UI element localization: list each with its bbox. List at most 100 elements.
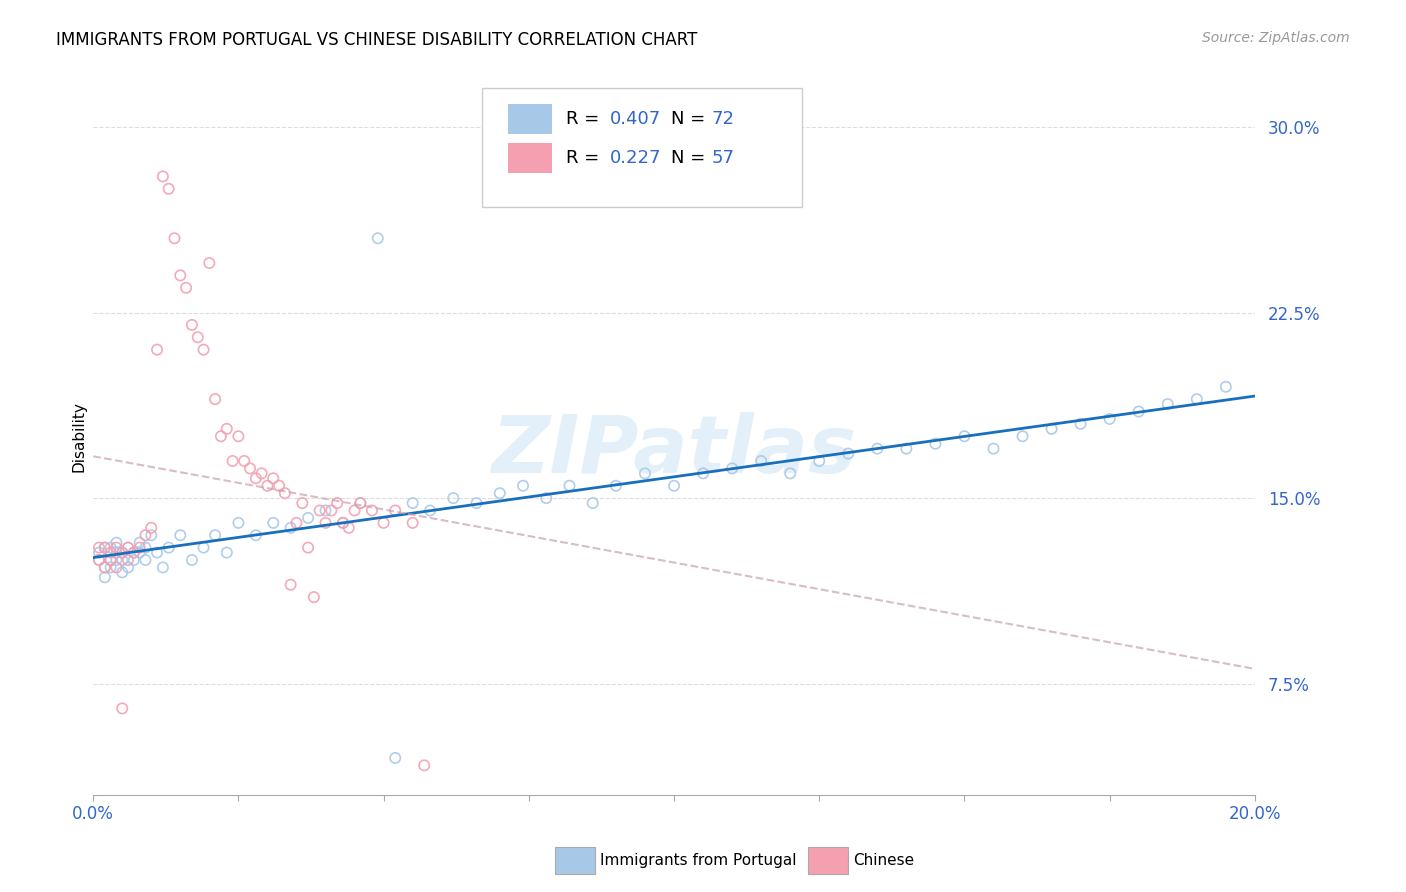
Point — [111, 553, 134, 567]
Point — [209, 429, 232, 443]
Point — [233, 454, 256, 468]
Point — [1070, 417, 1092, 431]
Point — [401, 496, 423, 510]
Point — [174, 281, 197, 295]
Point — [146, 343, 169, 357]
Point — [87, 553, 110, 567]
Point — [105, 535, 128, 549]
Point — [94, 541, 117, 555]
Point — [384, 751, 406, 765]
Text: 0.227: 0.227 — [610, 149, 662, 167]
Point — [302, 590, 325, 604]
Text: N =: N = — [671, 110, 710, 128]
Point — [326, 496, 349, 510]
Point — [337, 521, 360, 535]
Point — [100, 553, 122, 567]
Point — [157, 182, 180, 196]
Point — [134, 553, 156, 567]
Point — [315, 503, 337, 517]
Point — [94, 560, 117, 574]
Text: R =: R = — [567, 110, 605, 128]
Point — [349, 496, 371, 510]
Text: 0.407: 0.407 — [610, 110, 661, 128]
Point — [94, 570, 117, 584]
Point — [721, 461, 744, 475]
Point — [837, 446, 859, 460]
Point — [245, 471, 267, 485]
Point — [1215, 380, 1237, 394]
Point — [134, 541, 156, 555]
Point — [100, 553, 122, 567]
Point — [280, 521, 302, 535]
Point — [198, 256, 221, 270]
Point — [100, 545, 122, 559]
Point — [634, 467, 657, 481]
Point — [152, 169, 174, 184]
Point — [141, 521, 163, 535]
Text: R =: R = — [567, 149, 605, 167]
Point — [267, 479, 290, 493]
Point — [536, 491, 558, 505]
Point — [315, 516, 337, 530]
Point — [117, 541, 139, 555]
Text: Chinese: Chinese — [853, 854, 914, 868]
FancyBboxPatch shape — [508, 104, 553, 134]
Point — [361, 503, 384, 517]
Point — [122, 545, 145, 559]
Point — [181, 318, 204, 332]
Text: N =: N = — [671, 149, 710, 167]
Point — [193, 541, 215, 555]
Point — [924, 436, 946, 450]
Point — [152, 560, 174, 574]
Point — [141, 528, 163, 542]
Point — [692, 467, 714, 481]
Point — [100, 560, 122, 574]
Point — [228, 516, 250, 530]
Point — [221, 454, 243, 468]
Point — [413, 758, 436, 772]
Point — [228, 429, 250, 443]
Point — [100, 541, 122, 555]
Point — [401, 516, 423, 530]
Point — [262, 471, 284, 485]
Point — [122, 553, 145, 567]
Point — [280, 578, 302, 592]
Point — [181, 553, 204, 567]
Point — [262, 516, 284, 530]
Text: Source: ZipAtlas.com: Source: ZipAtlas.com — [1202, 31, 1350, 45]
Point — [94, 541, 117, 555]
Point — [384, 503, 406, 517]
Point — [1157, 397, 1180, 411]
Point — [105, 545, 128, 559]
Point — [87, 545, 110, 559]
Point — [128, 545, 150, 559]
Point — [1185, 392, 1208, 406]
Point — [332, 516, 354, 530]
Point — [215, 422, 238, 436]
Point — [291, 496, 314, 510]
Point — [117, 553, 139, 567]
Point — [419, 503, 441, 517]
Point — [1098, 412, 1121, 426]
Point — [779, 467, 801, 481]
Point — [245, 528, 267, 542]
Point — [128, 535, 150, 549]
FancyBboxPatch shape — [508, 143, 553, 173]
Point — [749, 454, 772, 468]
Point — [111, 545, 134, 559]
Point — [204, 528, 226, 542]
Point — [87, 541, 110, 555]
Point — [1040, 422, 1063, 436]
Point — [983, 442, 1005, 456]
Point — [187, 330, 209, 344]
Text: ZIPatlas: ZIPatlas — [492, 411, 856, 490]
Point — [215, 545, 238, 559]
Point — [105, 541, 128, 555]
Point — [343, 503, 366, 517]
Point — [285, 516, 308, 530]
Point — [349, 496, 371, 510]
Text: 57: 57 — [711, 149, 734, 167]
Point — [157, 541, 180, 555]
Y-axis label: Disability: Disability — [72, 401, 86, 472]
Point — [373, 516, 395, 530]
